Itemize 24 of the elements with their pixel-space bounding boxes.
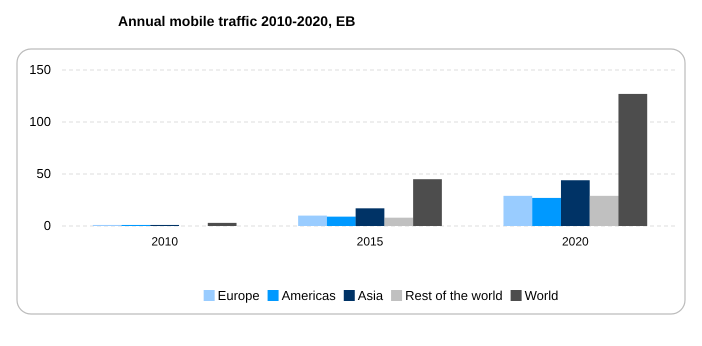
x-tick-label: 2010 — [151, 234, 178, 249]
y-tick-label: 50 — [36, 166, 51, 182]
bar — [618, 94, 648, 226]
y-tick-label: 0 — [44, 218, 51, 234]
chart-title: Annual mobile traffic 2010-2020, EB — [118, 13, 356, 29]
bar — [384, 218, 414, 226]
bar — [560, 180, 590, 226]
y-tick-label: 150 — [29, 62, 51, 78]
bar — [208, 222, 237, 226]
bar — [532, 198, 561, 226]
x-tick-label: 2015 — [356, 234, 384, 249]
bar — [590, 196, 618, 226]
bar — [326, 216, 356, 226]
bar — [356, 208, 384, 226]
legend-label: Rest of the world — [405, 288, 503, 303]
legend-label: Americas — [282, 288, 336, 303]
bar — [298, 216, 327, 226]
x-tick-label: 2020 — [562, 234, 590, 249]
legend-label: World — [524, 288, 558, 303]
legend-label: Asia — [358, 288, 384, 303]
y-tick-label: 100 — [29, 114, 51, 130]
legend-label: Europe — [218, 288, 260, 303]
bar — [413, 179, 442, 226]
bar — [503, 196, 532, 226]
